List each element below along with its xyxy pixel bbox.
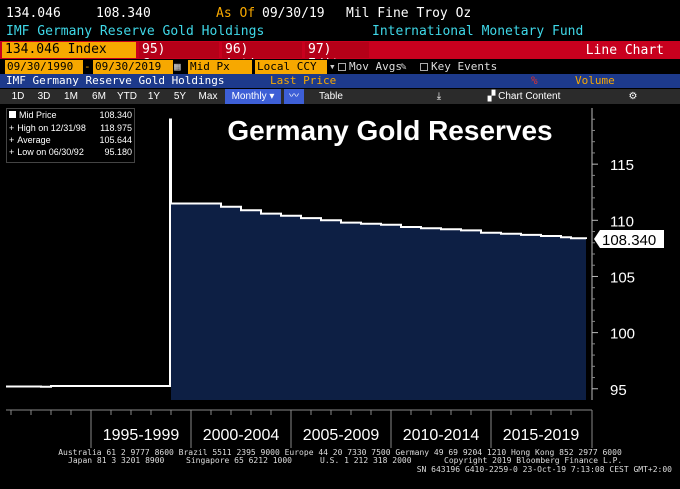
header-row: 134.046 108.340 As Of 09/30/19 Mil Fine … [0,0,680,24]
period-6m[interactable]: 6M [92,91,106,102]
legend: Mid Price 108.340 + High on 12/31/98 118.97… [6,108,135,163]
start-date-field[interactable]: 09/30/1990 [5,60,83,74]
footer-contacts: Australia 61 2 9777 8600 Brazil 5511 239… [58,448,622,457]
pct-header: % [531,74,538,87]
key-events-checkbox[interactable] [420,63,428,71]
frequency-select[interactable]: Monthly ▾ [225,89,281,104]
toolbar: 134.046 Index 95) Compare 96) Actions ▾ … [0,41,680,72]
x-period-label: 2005-2009 [303,427,380,444]
chart-title: Germany Gold Reserves [227,115,552,146]
footer-copyright: Copyright 2019 Bloomberg Finance L.P. [444,456,623,465]
chart-area: 95 100 105 110 115 1995-1999 2000-2004 2005-20… [6,108,664,448]
chart-content-button[interactable]: ▞ Chart Content [487,91,561,102]
period-1m[interactable]: 1M [64,91,78,102]
legend-label: Mid Price [19,110,57,120]
line-style-icon[interactable]: 〰 [284,89,304,104]
area-fill [171,203,586,400]
legend-label: Low on 06/30/92 [17,147,84,157]
period-1d[interactable]: 1D [11,91,25,102]
average-marker-icon: + [9,135,15,145]
series-header-name: IMF Germany Reserve Gold Holdings [6,74,225,87]
chart-content-label: Chart Content [498,91,561,102]
compare-button[interactable]: 95) Compare [139,42,219,72]
period-max[interactable]: Max [198,91,218,102]
legend-low: + Low on 06/30/92 95.180 [9,147,132,158]
low-marker-icon: + [9,147,15,157]
as-of-label: As Of [216,6,256,21]
period-5y[interactable]: 5Y [173,91,187,102]
controls-row: 09/30/1990 - 09/30/2019 ▦ Mid Px Local C… [0,59,680,75]
date-separator: - [84,60,91,73]
end-date-field[interactable]: 09/30/2019 [93,60,173,74]
currency-select[interactable]: Local CCY [255,60,327,74]
last-value-tag-text: 108.340 [602,232,656,249]
y-tick-label: 105 [610,269,635,286]
footer-line2: Japan 81 3 3201 8900 Singapore 65 6212 1… [0,457,680,465]
table-button[interactable]: Table [319,91,343,102]
period-ytd[interactable]: YTD [117,91,137,102]
legend-label: Average [17,135,51,145]
field-select[interactable]: Mid Px [188,60,252,74]
frequency-label: Monthly [231,91,267,102]
legend-mid-price: Mid Price 108.340 [9,110,132,121]
actions-button[interactable]: 96) Actions ▾ [222,42,302,72]
mov-avgs-label: Mov Avgs [349,60,402,73]
x-period-label: 2010-2014 [403,427,480,444]
ticker-box[interactable]: 134.046 Index [2,42,136,58]
y-tick-label: 115 [610,157,634,174]
source-label: International Monetary Fund [372,24,584,39]
x-period-label: 1995-1999 [103,427,180,444]
period-1y[interactable]: 1Y [147,91,161,102]
edit-button[interactable]: 97) Edit ▾ [305,42,369,72]
unit-label: Mil Fine Troy Oz [346,6,472,21]
legend-swatch [9,111,16,118]
legend-value: 105.644 [99,135,132,145]
chart-type-label: Line Chart [585,43,664,58]
pencil-icon[interactable]: ✎ [400,60,407,73]
last-price-header: Last Price [270,74,337,87]
x-period-label: 2015-2019 [503,427,580,444]
legend-high: + High on 12/31/98 118.975 [9,123,132,134]
legend-value: 95.180 [104,147,132,157]
volume-header: Volume [575,74,615,87]
series-line [6,118,587,388]
currency-caret-icon[interactable]: ▾ [329,60,336,73]
legend-average: + Average 105.644 [9,135,132,146]
footer-singapore: Singapore 65 6212 1000 [186,456,292,465]
x-period-label: 2000-2004 [203,427,280,444]
legend-value: 108.340 [99,110,132,120]
gear-icon[interactable]: ⚙ [628,91,638,102]
period-3d[interactable]: 3D [37,91,51,102]
high-marker-icon: + [9,123,15,133]
calendar-icon[interactable]: ▦ [174,60,181,73]
subheader-row: IMF Germany Reserve Gold Holdings Intern… [0,23,680,41]
footer-session: SN 643196 G410-2259-0 23-Oct-19 7:13:08 … [416,465,672,474]
footer-japan: Japan 81 3 3201 8900 [68,456,165,465]
last-value: 134.046 [6,6,61,21]
mov-avgs-checkbox[interactable] [338,63,346,71]
range-bar: 1D 3D 1M 6M YTD 1Y 5Y Max Monthly ▾ 〰 Ta… [0,89,680,104]
footer-us: U.S. 1 212 318 2000 [320,456,412,465]
series-name: IMF Germany Reserve Gold Holdings [6,24,265,39]
series-header: IMF Germany Reserve Gold Holdings Last P… [0,74,680,88]
current-value: 108.340 [96,6,151,21]
y-tick-label: 95 [610,382,627,399]
download-icon[interactable]: ⤓ [436,91,442,102]
y-tick-label: 100 [610,326,635,343]
legend-label: High on 12/31/98 [17,123,86,133]
key-events-label: Key Events [431,60,498,73]
as-of-date: 09/30/19 [262,6,325,21]
last-value-tag [594,229,664,248]
legend-value: 118.975 [100,123,132,133]
y-tick-label: 110 [610,213,634,230]
ticker-label: 134.046 Index [5,42,107,57]
